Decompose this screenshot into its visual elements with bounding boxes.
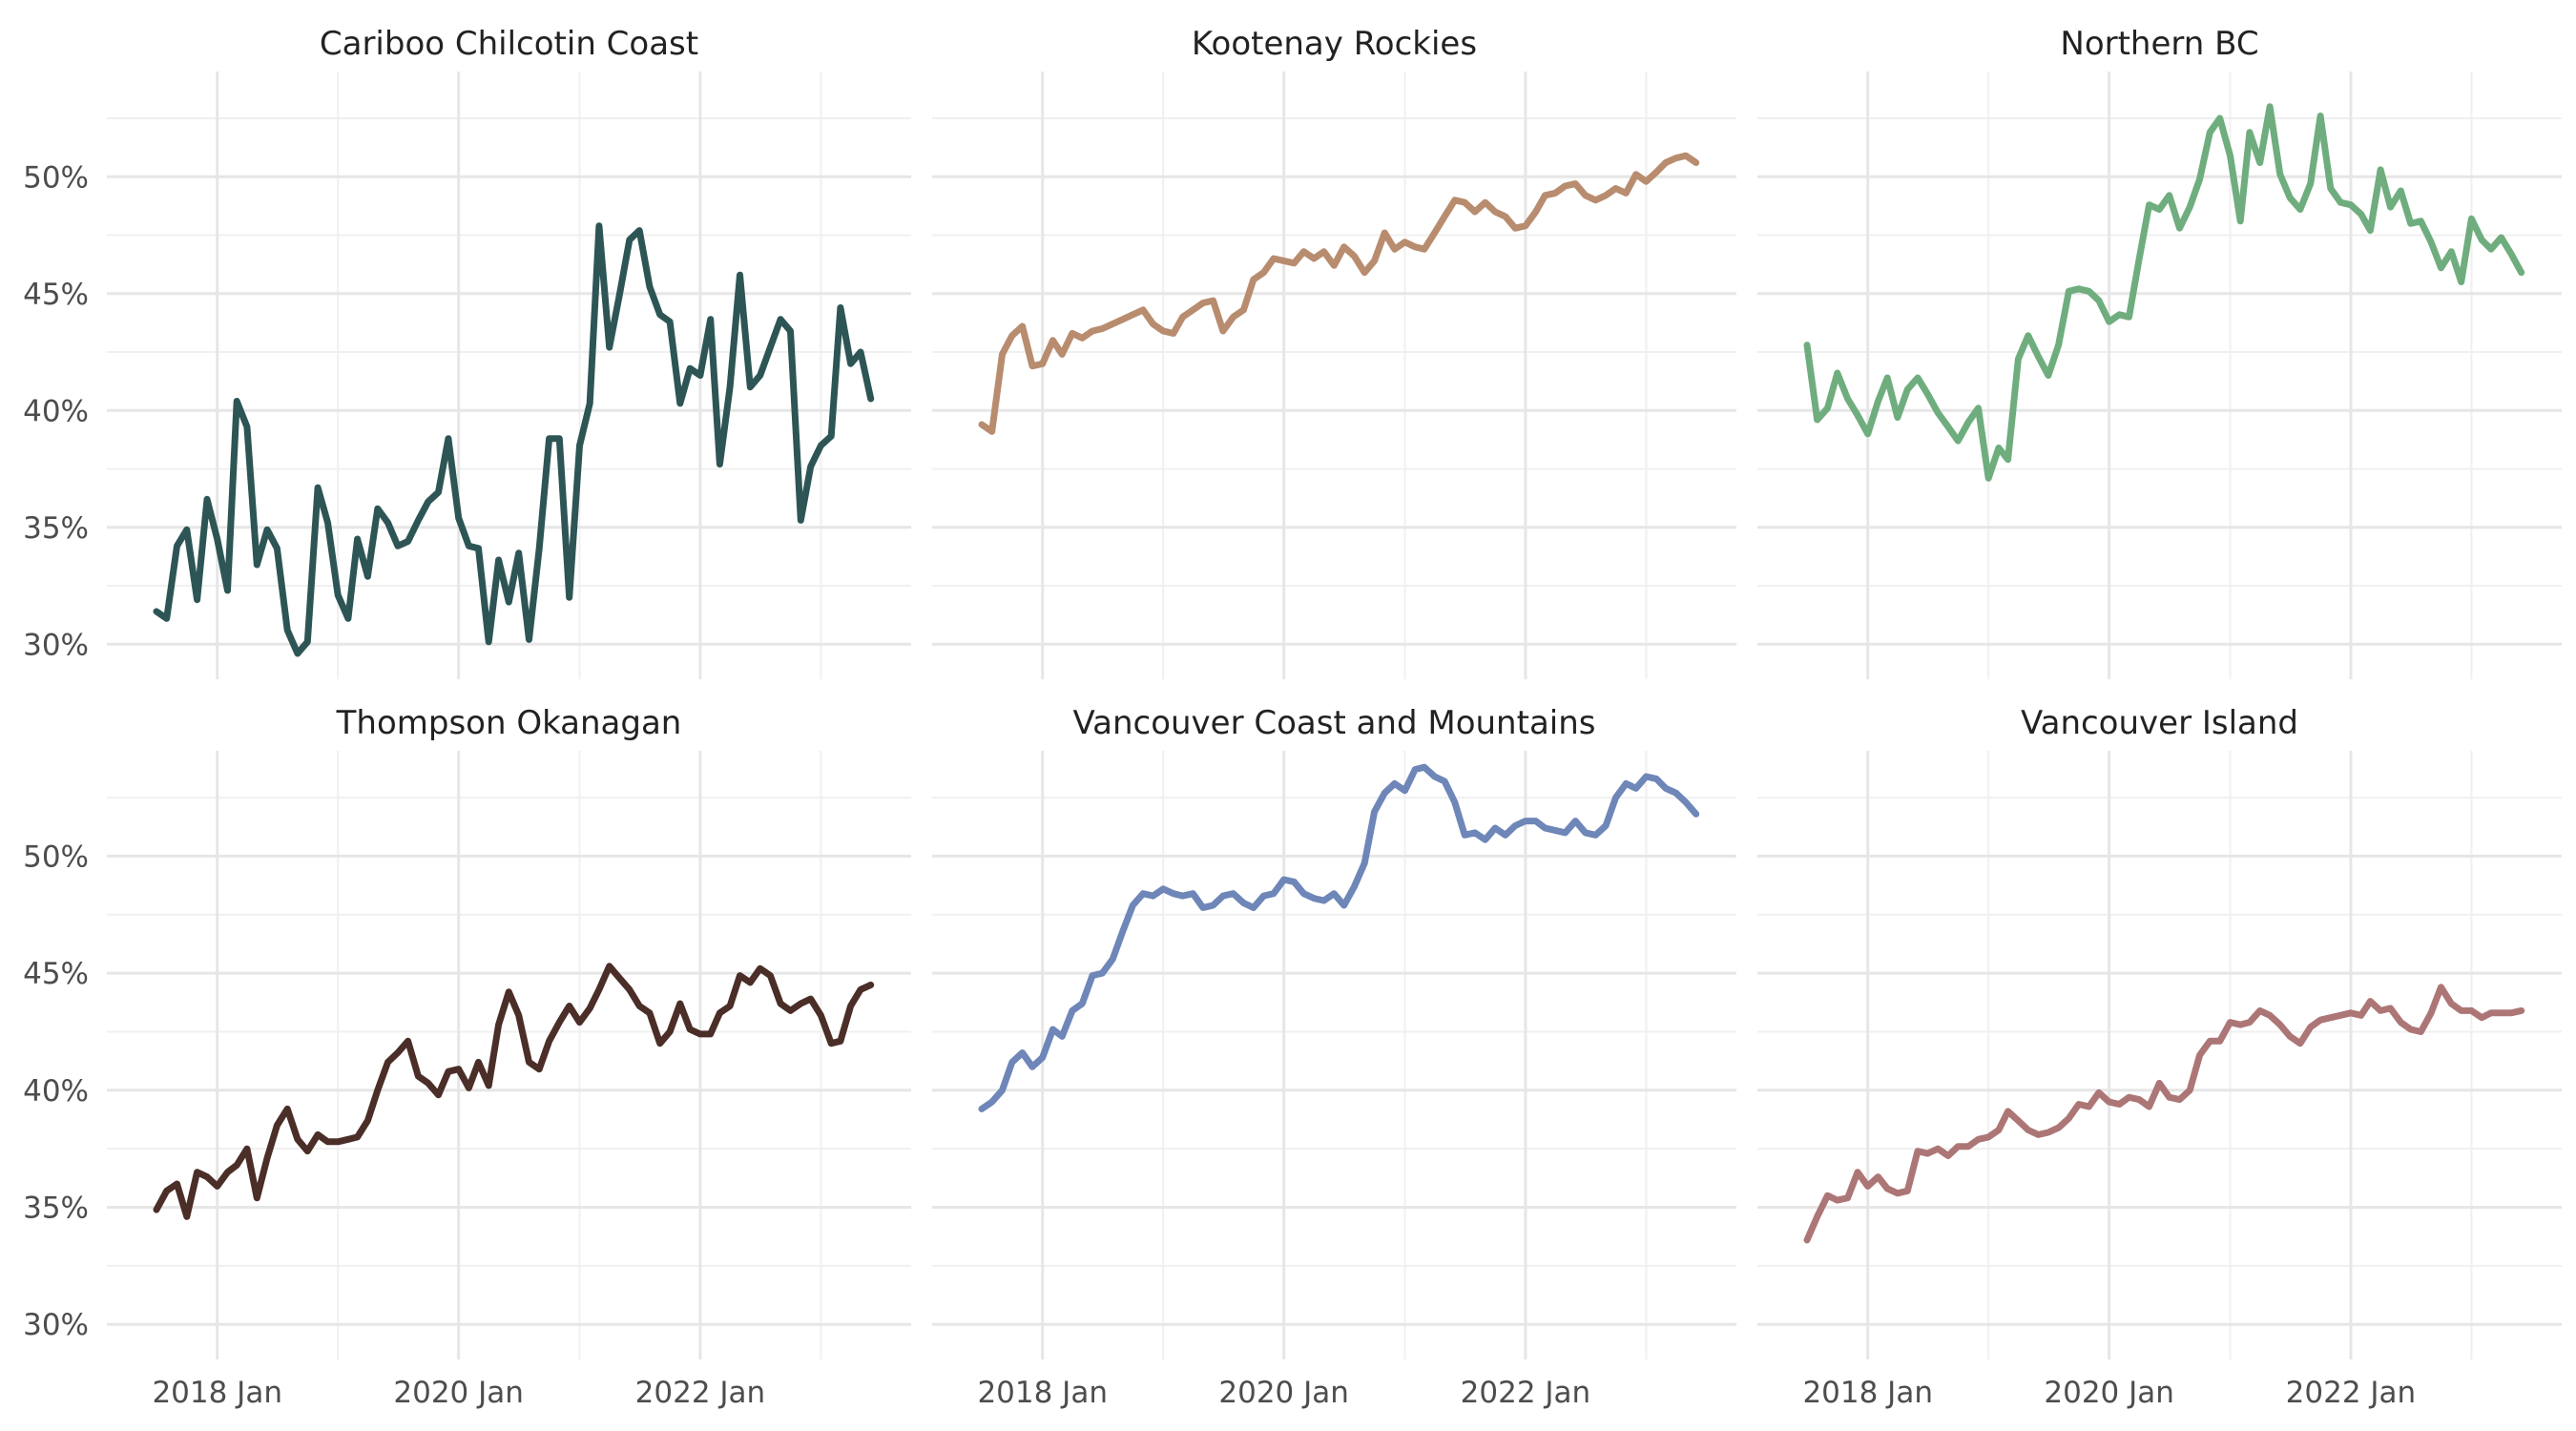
x-tick-label: 2018 Jan	[977, 1376, 1108, 1410]
y-tick-label: 35%	[23, 511, 89, 546]
y-tick-label: 40%	[23, 1074, 89, 1109]
panel-title: Northern BC	[2060, 25, 2258, 63]
panel-5: Vancouver Island 2018 Jan 2020 Jan 2022 Jan	[1757, 704, 2562, 1410]
panel-3: Thompson Okanagan 30% 35% 40% 45% 50% 2018 Jan…	[23, 704, 911, 1410]
series-line	[153, 222, 875, 657]
series-line	[1803, 984, 2525, 1244]
y-tick-label: 50%	[23, 840, 89, 874]
series-line	[153, 963, 875, 1220]
y-tick-label: 45%	[23, 278, 89, 312]
series-line	[1803, 103, 2525, 482]
panel-title: Vancouver Coast and Mountains	[1073, 704, 1596, 742]
panel-0: Cariboo Chilcotin Coast 30% 35% 40% 45% 50%	[23, 25, 911, 679]
panel-1: Kootenay Rockies	[932, 25, 1736, 679]
series-line	[978, 763, 1700, 1112]
panel-title: Thompson Okanagan	[336, 704, 682, 742]
y-tick-label: 35%	[23, 1192, 89, 1226]
panel-4: Vancouver Coast and Mountains 2018 Jan 202…	[932, 704, 1736, 1410]
x-tick-label: 2022 Jan	[2286, 1376, 2417, 1410]
y-tick-label: 45%	[23, 957, 89, 991]
series-line	[978, 152, 1700, 435]
panel-2: Northern BC	[1757, 25, 2562, 679]
y-tick-label: 40%	[23, 394, 89, 428]
y-tick-label: 30%	[23, 1308, 89, 1342]
panel-title: Kootenay Rockies	[1192, 25, 1477, 63]
x-tick-label: 2020 Jan	[2044, 1376, 2174, 1410]
x-tick-label: 2020 Jan	[1218, 1376, 1349, 1410]
panel-title: Cariboo Chilcotin Coast	[320, 25, 698, 63]
x-tick-label: 2018 Jan	[152, 1376, 282, 1410]
y-tick-label: 50%	[23, 160, 89, 195]
x-tick-label: 2022 Jan	[635, 1376, 766, 1410]
panel-title: Vancouver Island	[2021, 704, 2298, 742]
x-tick-label: 2020 Jan	[393, 1376, 524, 1410]
y-tick-label: 30%	[23, 628, 89, 662]
x-tick-label: 2018 Jan	[1802, 1376, 1933, 1410]
x-tick-label: 2022 Jan	[1461, 1376, 1591, 1410]
